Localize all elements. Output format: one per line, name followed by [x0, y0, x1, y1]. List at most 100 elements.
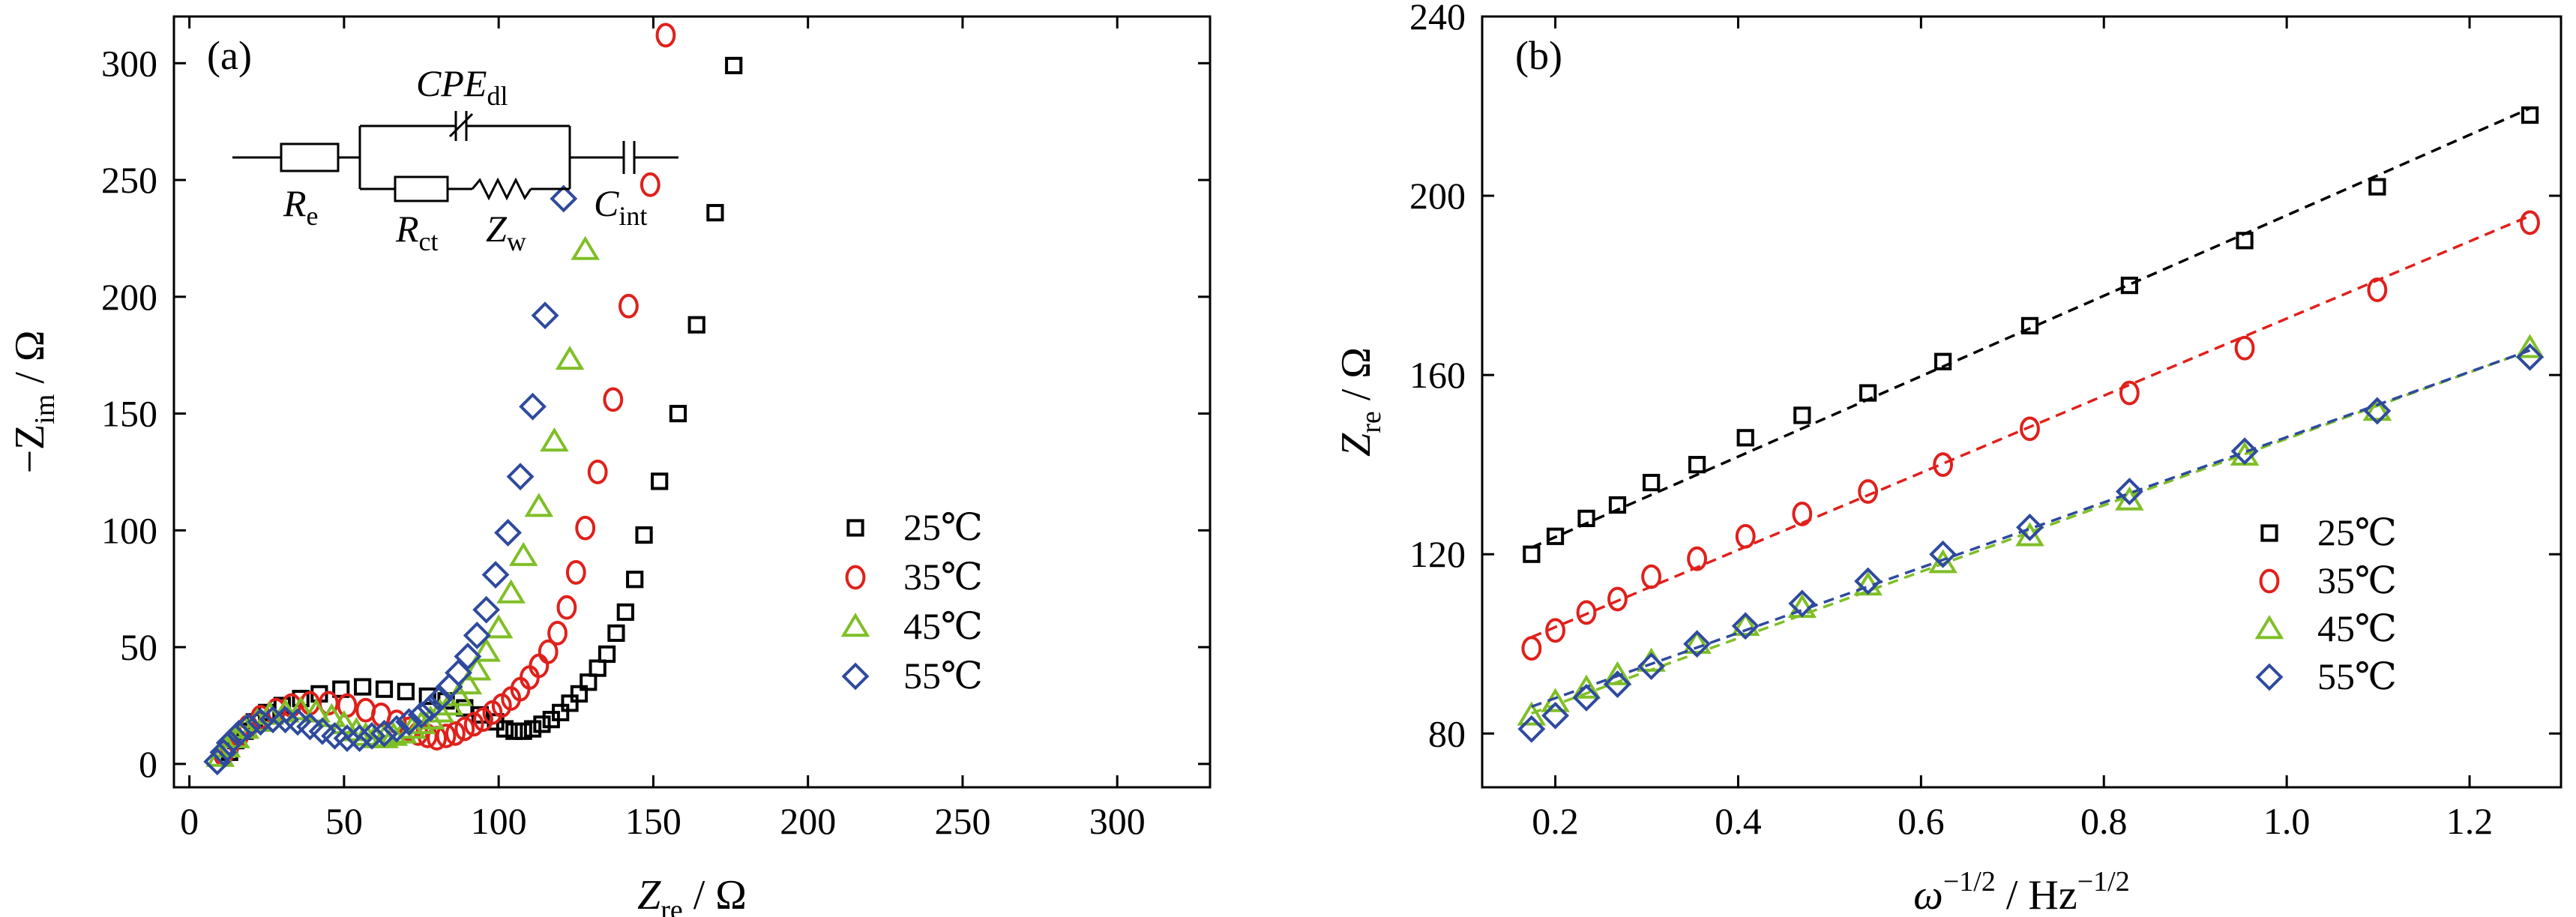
- data-point: [687, 316, 705, 334]
- x-tick-label: 250: [934, 800, 990, 842]
- re-label: Re: [283, 182, 319, 231]
- data-point: [259, 706, 287, 734]
- data-point: [505, 722, 523, 740]
- data-point: [1517, 701, 1547, 726]
- cint-label-sub: int: [619, 201, 647, 231]
- y-axis-label-main: −Z: [7, 424, 53, 474]
- legend-marker: [846, 519, 864, 537]
- series-3: [203, 184, 578, 776]
- plot-frame: [172, 15, 1212, 789]
- data-point: [209, 738, 238, 766]
- data-point: [426, 685, 454, 713]
- data-point: [2236, 232, 2254, 250]
- zw-label-sub: w: [507, 226, 526, 256]
- legend-marker: [2259, 568, 2280, 594]
- data-point: [580, 673, 598, 691]
- data-point: [407, 701, 436, 729]
- data-point: [354, 678, 372, 696]
- re-resistor: [280, 142, 340, 172]
- data-point: [556, 595, 577, 620]
- y-tick-label: 50: [120, 626, 157, 668]
- panel-a: 0 50 100 150 200 250 300 0 50 100 150 200 250 300 (a) Z…: [7, 15, 1212, 917]
- data-point: [1730, 611, 1760, 637]
- data-point: [506, 463, 535, 491]
- data-point: [1608, 496, 1627, 514]
- x-tick-label: 0.2: [1532, 800, 1579, 842]
- cpe-label-sub: dl: [487, 81, 508, 111]
- data-point: [481, 561, 510, 589]
- data-point: [587, 460, 608, 484]
- data-point: [1517, 715, 1546, 743]
- data-point: [1933, 452, 1954, 478]
- y-axis-label-unit: / Ω: [7, 330, 53, 394]
- data-point: [346, 724, 373, 753]
- data-point: [2020, 416, 2040, 442]
- y-axis-label: −Zim / Ω: [7, 330, 61, 473]
- data-point: [1604, 670, 1631, 698]
- data-point: [375, 680, 394, 698]
- data-point: [333, 724, 361, 753]
- data-point: [655, 22, 676, 48]
- data-point: [1731, 612, 1760, 640]
- data-point: [454, 643, 482, 670]
- data-point: [1793, 406, 1811, 424]
- x-tick-label: 0: [180, 800, 199, 842]
- data-point: [2368, 178, 2386, 196]
- rct-label-main: R: [395, 208, 419, 250]
- legend-marker: [2254, 615, 2284, 640]
- data-point: [640, 172, 660, 197]
- data-point: [540, 427, 569, 452]
- plot-frame: [1481, 15, 2563, 789]
- data-point: [1688, 456, 1706, 474]
- series-2: [205, 235, 600, 767]
- cpe-label-main: CPE: [416, 62, 487, 104]
- legend-marker: [840, 613, 870, 637]
- y-tick-label: 150: [101, 393, 157, 435]
- data-point: [454, 716, 475, 742]
- data-point: [2120, 277, 2139, 295]
- y-tick-label: 120: [1409, 533, 1466, 575]
- data-point: [463, 622, 491, 649]
- x-axis-label-sup: −1/2: [1943, 866, 1996, 898]
- data-point: [1928, 549, 1957, 574]
- legend-marker: [2260, 524, 2278, 542]
- data-point: [514, 722, 532, 740]
- x-tick-label: 0.4: [1715, 800, 1762, 842]
- data-point: [2516, 343, 2544, 371]
- data-point: [571, 235, 600, 260]
- data-point: [484, 614, 514, 639]
- data-point: [669, 404, 687, 423]
- x-tick-label: 300: [1089, 800, 1146, 842]
- data-point: [651, 472, 669, 490]
- x-axis-label-main: Z: [637, 872, 661, 917]
- data-point: [2230, 437, 2259, 466]
- data-point: [1643, 473, 1661, 492]
- data-point: [547, 621, 568, 646]
- data-point: [286, 696, 316, 721]
- rct-label: Rct: [395, 208, 439, 256]
- x-axis-label: ω−1/2 / Hz−1/2: [1913, 866, 2129, 917]
- data-point: [1541, 701, 1569, 730]
- rct-resistor: [394, 175, 449, 202]
- cpe-arrow: [448, 112, 474, 138]
- data-point: [575, 515, 596, 541]
- data-point: [607, 624, 625, 642]
- data-point: [523, 720, 542, 738]
- data-point: [524, 493, 554, 517]
- data-point: [2515, 334, 2545, 358]
- y-tick-label: 240: [1409, 0, 1466, 37]
- x-tick-label: 1.0: [2263, 800, 2311, 842]
- data-point: [2521, 106, 2539, 124]
- data-point: [1682, 629, 1712, 654]
- panel-b: 0.2 0.4 0.6 0.8 1.0 1.280120160200240(b)ω−1/2…: [1333, 0, 2563, 917]
- data-point: [379, 721, 409, 746]
- y-tick-label: 100: [101, 509, 157, 551]
- data-point: [1541, 688, 1570, 712]
- data-point: [1683, 630, 1712, 658]
- legend-label: 55℃: [2317, 655, 2397, 697]
- data-point: [2362, 397, 2392, 421]
- data-point: [215, 729, 244, 757]
- x-axis-label-sup2: −1/2: [2077, 866, 2130, 898]
